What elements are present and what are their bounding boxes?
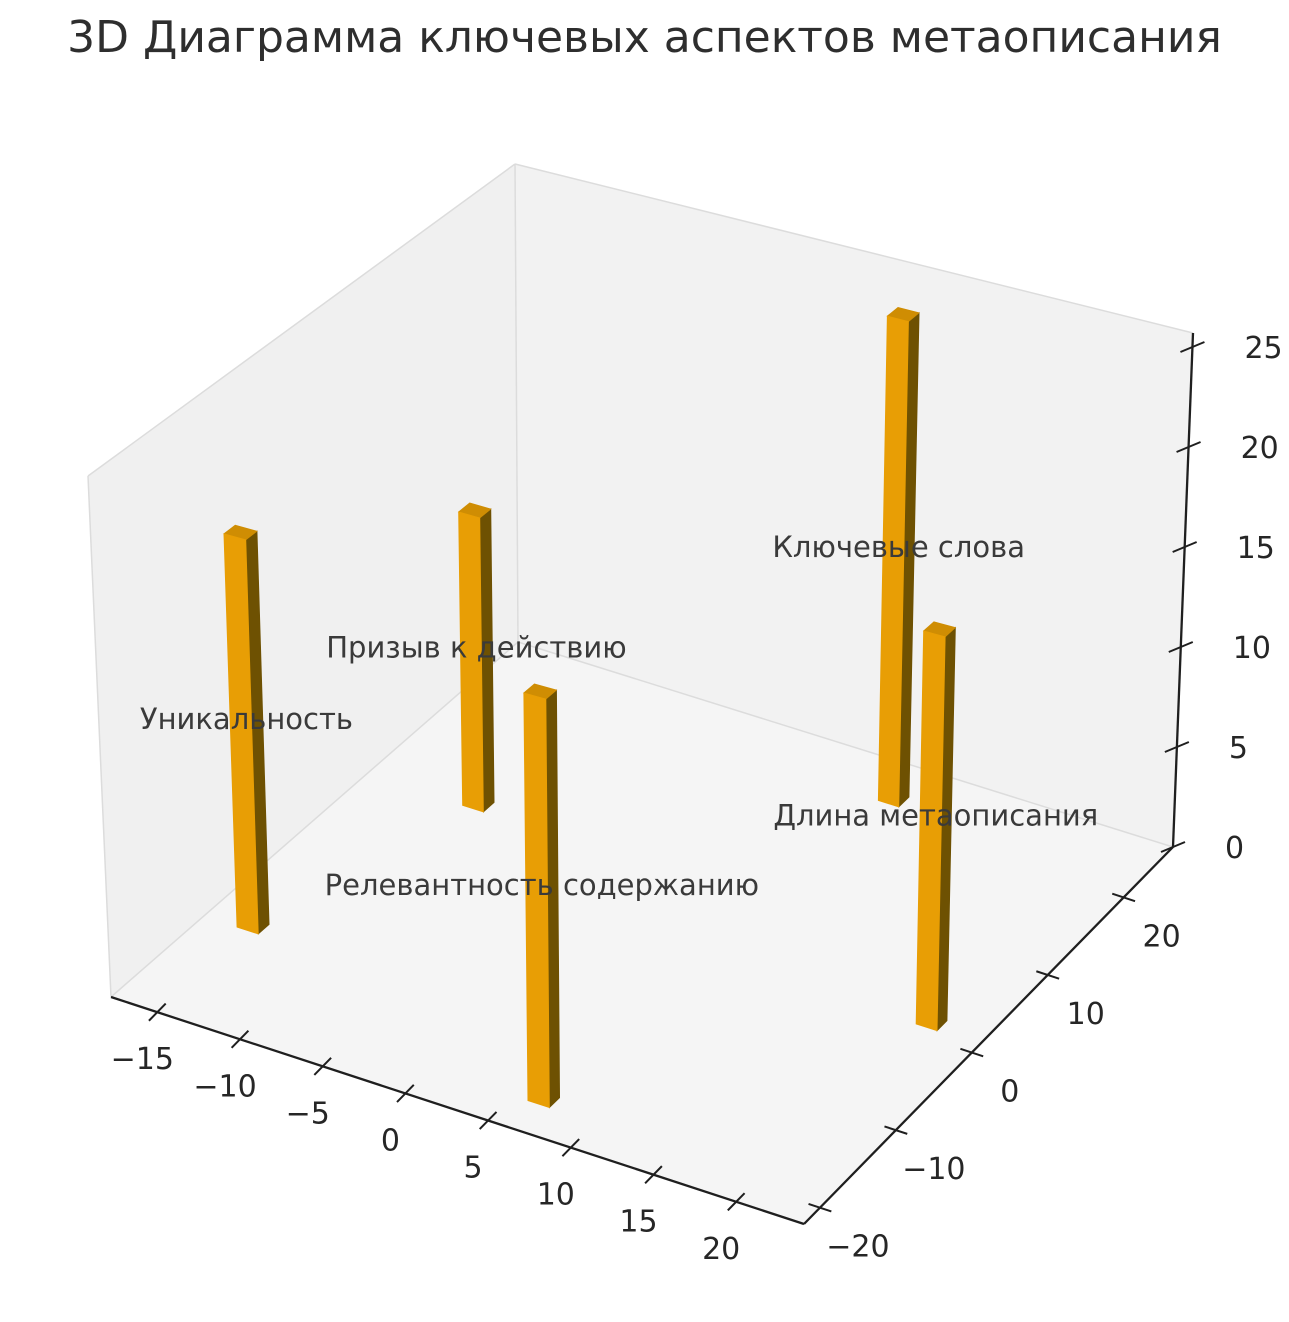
pane-edge (517, 641, 1174, 848)
bar (915, 621, 957, 1032)
x-tick-label: 5 (464, 1151, 483, 1186)
z-tick-label: 20 (1241, 431, 1279, 466)
y-tick-label: 0 (1000, 1075, 1019, 1110)
x-tick-label: 0 (381, 1123, 400, 1158)
y-tick (1036, 970, 1060, 980)
x-tick (478, 1111, 498, 1130)
bar-front-face (523, 692, 550, 1109)
x-tick-label: 10 (537, 1178, 575, 1213)
x-tick-label: −15 (111, 1042, 174, 1077)
pane-edge (87, 163, 516, 477)
bar-label: Ключевые слова (772, 530, 1025, 564)
bar (223, 524, 270, 935)
y-tick-label: −20 (826, 1230, 889, 1265)
x-tick (148, 1002, 167, 1022)
z-axis-line (1171, 332, 1195, 848)
x-tick (396, 1084, 415, 1103)
y-axis-line (803, 846, 1174, 1225)
z-tick-label: 10 (1233, 631, 1271, 666)
y-tick (884, 1125, 908, 1135)
x-tick-label: −5 (286, 1096, 330, 1131)
z-tick (1172, 541, 1198, 553)
x-tick-label: 15 (619, 1205, 657, 1240)
chart-title: 3D Диаграмма ключевых аспектов метаописа… (67, 12, 1222, 63)
bar-front-face (223, 533, 259, 935)
z-tick-label: 5 (1229, 731, 1248, 766)
x-tick (644, 1165, 663, 1184)
pane-edge (87, 475, 112, 998)
z-tick (1180, 341, 1205, 353)
bar (457, 502, 495, 813)
y-tick (960, 1047, 984, 1058)
pane-edge (514, 163, 1194, 334)
y-tick-label: −10 (902, 1152, 965, 1187)
pane-right (515, 164, 1193, 847)
bar (877, 306, 920, 808)
bar-label: Длина метаописания (773, 798, 1098, 832)
y-tick (1111, 892, 1136, 903)
x-tick-label: 20 (702, 1232, 740, 1267)
z-tick (1164, 741, 1190, 753)
z-tick (1176, 441, 1201, 453)
bar-front-face (915, 630, 946, 1032)
y-tick (808, 1203, 832, 1213)
x-tick (230, 1029, 250, 1049)
bar-label: Уникальность (140, 702, 353, 736)
bar-front-face (458, 511, 484, 813)
pane-edge (110, 641, 519, 998)
bar-label: Призыв к действию (326, 630, 626, 664)
pane-edge (514, 163, 519, 643)
z-tick (1168, 641, 1194, 653)
x-tick (313, 1057, 332, 1076)
x-tick (561, 1138, 580, 1157)
bar-front-face (877, 315, 909, 808)
y-tick-label: 20 (1143, 919, 1181, 954)
z-tick (1160, 841, 1186, 853)
z-tick-label: 0 (1225, 831, 1244, 866)
x-tick-label: −10 (193, 1069, 256, 1104)
x-tick (727, 1192, 746, 1212)
z-tick-label: 25 (1244, 331, 1282, 366)
bar (522, 683, 561, 1109)
z-tick-label: 15 (1237, 531, 1275, 566)
x-axis-line (110, 995, 805, 1226)
bar-label: Релевантность содержанию (325, 868, 759, 902)
pane-left (88, 164, 518, 997)
y-tick-label: 10 (1067, 997, 1105, 1032)
